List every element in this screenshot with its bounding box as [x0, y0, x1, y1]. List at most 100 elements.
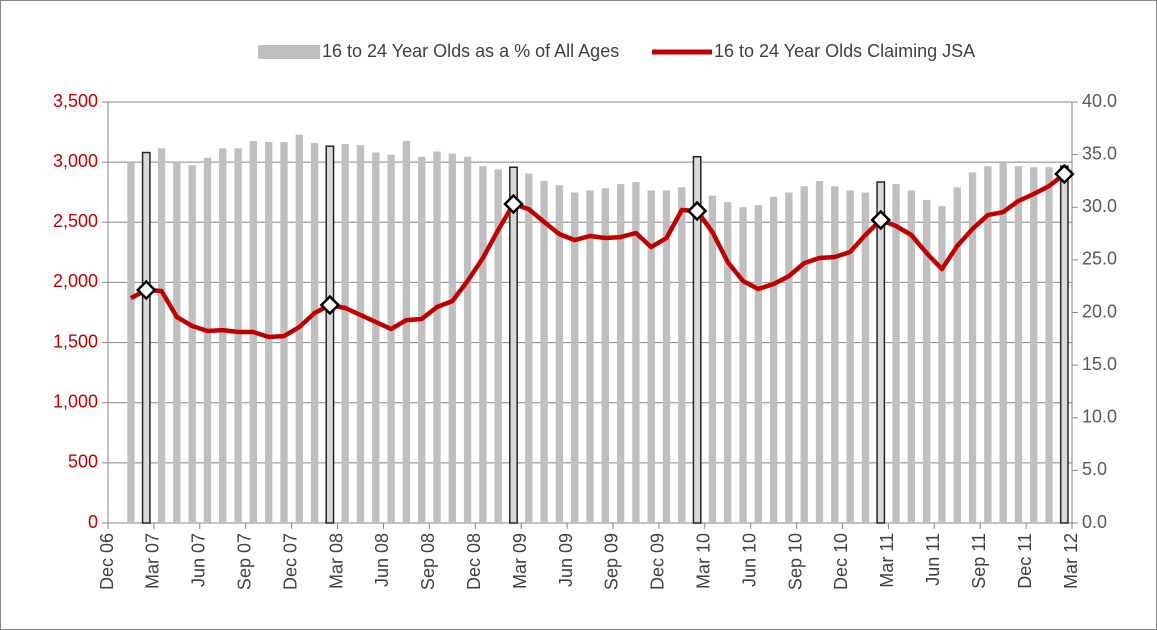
bar — [739, 207, 747, 523]
y2-tick-label: 15.0 — [1082, 354, 1117, 374]
y2-tick-label: 40.0 — [1082, 91, 1117, 111]
bar — [325, 145, 335, 524]
bar — [647, 190, 655, 523]
bar — [678, 187, 686, 523]
x-tick-label: Dec 06 — [97, 533, 117, 590]
bar — [632, 181, 640, 524]
bar — [846, 190, 854, 523]
bar — [356, 145, 365, 523]
bar — [662, 190, 671, 523]
bar — [203, 157, 212, 523]
bar — [907, 190, 916, 523]
y-tick-label: 500 — [68, 452, 98, 472]
y-tick-label: 1,000 — [53, 391, 98, 411]
bar — [402, 140, 411, 523]
bar — [463, 156, 472, 524]
bar — [571, 192, 579, 523]
bar — [418, 156, 426, 524]
bar — [616, 184, 625, 523]
y2-tick-label: 35.0 — [1082, 143, 1117, 163]
bar — [892, 184, 900, 523]
bar — [601, 188, 609, 523]
bar — [264, 141, 273, 523]
bar — [173, 163, 181, 524]
x-tick-label: Jun 08 — [372, 533, 392, 587]
bar — [555, 185, 564, 523]
bar — [999, 163, 1007, 524]
x-tick-label: Mar 11 — [877, 533, 897, 588]
line-marker — [870, 209, 891, 231]
bar — [1030, 167, 1038, 523]
bar — [127, 163, 135, 524]
x-tick-label: Dec 07 — [280, 533, 300, 590]
y2-tick-label: 20.0 — [1082, 301, 1117, 321]
bar — [815, 180, 824, 523]
x-tick-label: Dec 08 — [464, 533, 484, 590]
bar — [754, 205, 762, 523]
bar — [922, 199, 931, 523]
bar — [692, 155, 702, 524]
bar — [479, 166, 487, 523]
y2-tick-label: 5.0 — [1082, 459, 1107, 479]
x-tick-label: Sep 09 — [602, 533, 622, 590]
y-tick-label: 0 — [88, 512, 98, 532]
bar — [586, 190, 594, 523]
x-tick-label: Mar 07 — [143, 533, 163, 589]
y-tick-label: 2,000 — [53, 271, 98, 291]
x-tick-label: Jun 11 — [923, 533, 943, 586]
line-marker — [686, 200, 708, 222]
y-tick-label: 3,000 — [53, 151, 98, 171]
legend: 16 to 24 Year Olds as a % of All Ages 16… — [258, 41, 975, 61]
bar — [800, 186, 808, 523]
legend-label: 16 to 24 Year Olds as a % of All Ages — [322, 41, 619, 61]
bar — [1059, 165, 1069, 524]
y-tick-label: 3,500 — [53, 91, 98, 111]
bar — [708, 195, 717, 524]
bar — [984, 166, 992, 523]
bar — [157, 148, 166, 523]
x-tick-label: Jun 09 — [556, 533, 576, 587]
y-tick-label: 1,500 — [53, 331, 98, 351]
x-tick-label: Sep 11 — [969, 533, 989, 589]
x-tick-label: Jun 07 — [189, 533, 209, 587]
bar — [953, 187, 961, 523]
y2-tick-label: 30.0 — [1082, 196, 1117, 216]
x-tick-label: Dec 09 — [648, 533, 668, 590]
bar — [387, 154, 395, 523]
bar — [433, 151, 441, 523]
line — [129, 172, 1066, 340]
legend-swatch — [258, 45, 320, 59]
bar — [938, 206, 946, 523]
line-marker — [136, 279, 157, 301]
x-tick-label: Sep 08 — [418, 533, 438, 590]
bar — [525, 173, 533, 523]
bar — [372, 152, 380, 523]
x-tick-label: Dec 11 — [1015, 533, 1035, 589]
bar — [540, 180, 548, 523]
bar — [769, 196, 778, 523]
legend-label: 16 to 24 Year Olds Claiming JSA — [714, 41, 975, 61]
bar — [831, 186, 839, 523]
bar — [876, 181, 886, 524]
bar — [448, 153, 456, 523]
bar — [861, 192, 870, 523]
bar — [494, 169, 502, 524]
bar — [188, 165, 196, 523]
x-tick-label: Mar 10 — [694, 533, 714, 589]
bar — [1014, 166, 1023, 523]
x-tick-label: Mar 09 — [510, 533, 530, 589]
y-tick-label: 2,500 — [53, 211, 98, 231]
bar — [724, 201, 732, 524]
y2-tick-label: 0.0 — [1082, 512, 1107, 532]
bar — [141, 151, 151, 524]
x-tick-label: Sep 10 — [785, 533, 805, 590]
bar — [310, 143, 319, 524]
bar — [509, 166, 518, 524]
line-marker — [319, 294, 341, 316]
y2-tick-label: 25.0 — [1082, 249, 1117, 269]
y2-tick-label: 10.0 — [1082, 407, 1117, 427]
x-tick-label: Dec 10 — [831, 533, 851, 590]
line-marker — [1054, 163, 1075, 185]
x-tick-label: Jun 10 — [739, 533, 759, 587]
